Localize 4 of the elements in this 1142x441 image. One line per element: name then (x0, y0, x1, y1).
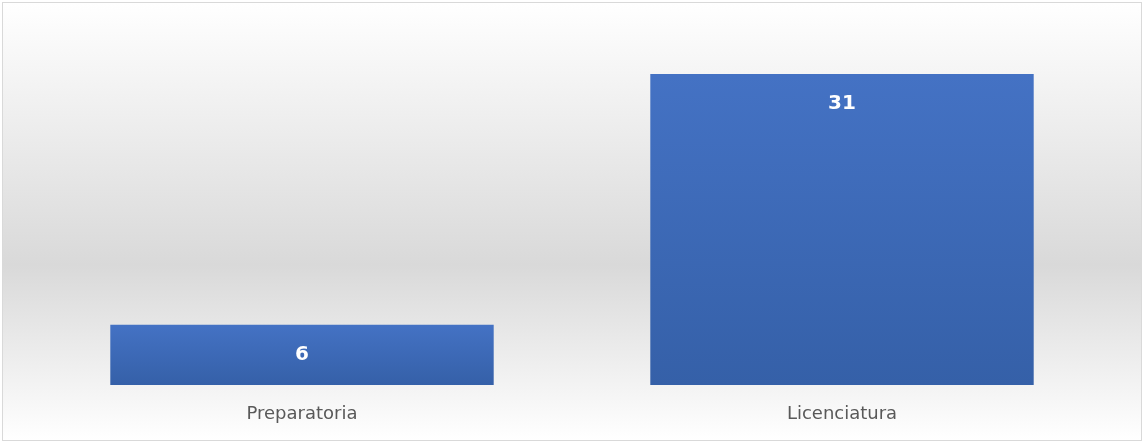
x-tick-label: Preparatoria (246, 401, 358, 423)
data-label: 6 (295, 340, 309, 365)
x-tick-label: Licenciatura (786, 401, 898, 423)
data-label: 31 (828, 90, 856, 115)
